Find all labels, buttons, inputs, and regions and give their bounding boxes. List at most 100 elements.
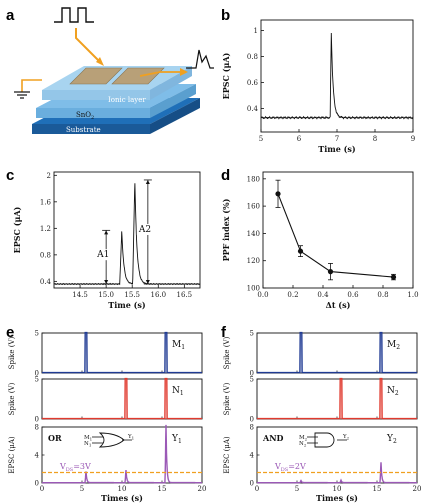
panel-a-device-diagram: a Ionic layer SnO2 Substrate bbox=[6, 7, 214, 134]
annotation-label-bg bbox=[95, 249, 112, 261]
x-tick-label: 0.0 bbox=[257, 291, 268, 299]
x-tick-label: 10 bbox=[333, 485, 342, 493]
signal-tag: N1 bbox=[172, 386, 184, 397]
y-tick-label: 5 bbox=[250, 330, 254, 338]
y-tick-label: 4 bbox=[250, 452, 255, 460]
y-axis-label: Spike (V) bbox=[8, 382, 16, 415]
substrate-side bbox=[32, 124, 150, 134]
ground-wire bbox=[21, 79, 42, 92]
gate-output-label: Y2 bbox=[342, 434, 350, 441]
y-axis-label: EPSC (μA) bbox=[8, 436, 16, 474]
ppf-point bbox=[327, 269, 334, 275]
panel-b-epsc-chart: b 5 6 7 8 9 0.4 0.6 0.8 1 Time (s) EPSC (μA) bbox=[221, 7, 415, 154]
gate-input-1-label: M1 bbox=[84, 435, 92, 442]
signal-trace bbox=[42, 424, 202, 484]
output-wire bbox=[139, 71, 180, 77]
plot-frame bbox=[260, 19, 414, 133]
panel-label-f: f bbox=[221, 324, 227, 341]
x-tick-label: 20 bbox=[413, 485, 422, 493]
annotation-label: A2 bbox=[138, 225, 151, 235]
signal-tag: M2 bbox=[387, 340, 400, 351]
y-tick-label: 160 bbox=[247, 203, 260, 211]
y-tick-label: 5 bbox=[250, 376, 254, 384]
x-tick-label: 0 bbox=[40, 485, 44, 493]
y-tick-label: 180 bbox=[247, 175, 260, 183]
x-tick-label: 15.5 bbox=[124, 291, 140, 299]
y-tick-label: 4 bbox=[35, 452, 40, 460]
panel-label-c: c bbox=[6, 167, 14, 184]
input-wire bbox=[75, 28, 101, 63]
y-tick-label: 8 bbox=[250, 424, 254, 432]
signal-trace bbox=[257, 331, 417, 374]
y-tick-label: 0.8 bbox=[40, 251, 51, 259]
x-axis-label: Time (s) bbox=[318, 144, 356, 154]
x-tick-label: 6 bbox=[297, 135, 302, 143]
output-epsc-waveform bbox=[186, 49, 214, 69]
annotation-label-bg bbox=[136, 223, 153, 235]
gate-output-label: Y1 bbox=[127, 434, 134, 441]
panel-label-e: e bbox=[6, 324, 14, 341]
panel-c-paired-pulse-chart: c 14.5 15.0 15.5 16.0 16.5 0.4 0.8 1.2 1.6 2 A1 A2 Ti… bbox=[6, 167, 201, 310]
annotation-arrowhead bbox=[104, 280, 109, 285]
output-wire-arrow bbox=[180, 68, 188, 76]
x-tick-label: 8 bbox=[373, 135, 377, 143]
input-pulse-waveform bbox=[54, 7, 94, 23]
x-tick-label: 20 bbox=[198, 485, 207, 493]
y-tick-label: 120 bbox=[247, 257, 260, 265]
or-gate-icon bbox=[92, 432, 132, 448]
sno2-label: SnO2 bbox=[76, 111, 94, 121]
panel-label-a: a bbox=[6, 7, 15, 24]
x-axis-label: Times (s) bbox=[316, 493, 358, 503]
signal-tag: Y1 bbox=[171, 434, 182, 445]
ppf-point bbox=[275, 191, 281, 197]
vds-label: VDS=3V bbox=[59, 462, 91, 473]
x-axis-label: Times (s) bbox=[101, 493, 143, 503]
annotation-arrowhead bbox=[145, 280, 150, 285]
x-tick-label: 15.0 bbox=[98, 291, 114, 299]
gate-type-label: OR bbox=[48, 433, 62, 443]
plot-frame bbox=[41, 378, 203, 420]
annotation-arrowhead bbox=[145, 179, 150, 184]
plot-frame bbox=[41, 426, 203, 484]
annotation-arrowhead bbox=[104, 230, 109, 235]
y-tick-label: 0 bbox=[35, 480, 39, 488]
y-tick-label: 0 bbox=[250, 480, 254, 488]
y-tick-label: 0.8 bbox=[247, 53, 258, 61]
y-tick-label: 0.4 bbox=[40, 278, 52, 286]
y-tick-label: 0.6 bbox=[247, 79, 259, 87]
y-tick-label: 0 bbox=[250, 416, 254, 424]
x-axis-label: Time (s) bbox=[108, 300, 146, 310]
x-tick-label: 10 bbox=[118, 485, 127, 493]
and-gate-icon bbox=[307, 432, 347, 448]
y-tick-label: 1 bbox=[254, 27, 258, 35]
electrode-right bbox=[111, 67, 165, 85]
x-tick-label: 9 bbox=[411, 135, 415, 143]
signal-tag: M1 bbox=[172, 340, 185, 351]
gate-input-2-label: N1 bbox=[84, 441, 91, 448]
y-tick-label: 100 bbox=[247, 285, 260, 293]
substrate-label: Substrate bbox=[66, 126, 101, 134]
signal-trace bbox=[42, 377, 202, 420]
y-axis-label: Spike (V) bbox=[223, 382, 231, 415]
paired-pulse-trace bbox=[53, 183, 201, 286]
x-tick-label: 0 bbox=[255, 485, 259, 493]
electrode-left bbox=[69, 67, 123, 85]
y-tick-label: 1.6 bbox=[40, 198, 52, 206]
x-tick-label: 5 bbox=[295, 485, 299, 493]
epsc-trace bbox=[260, 32, 414, 120]
plot-frame bbox=[256, 332, 418, 374]
gate-type-label: AND bbox=[262, 433, 284, 443]
y-axis-label: Spike (V) bbox=[223, 336, 231, 369]
substrate-side-right bbox=[150, 98, 200, 134]
x-tick-label: 0.6 bbox=[347, 291, 359, 299]
panel-label-b: b bbox=[221, 7, 230, 24]
y-axis-label: PPF index (%) bbox=[221, 198, 231, 261]
y-axis-label: Spike (V) bbox=[8, 336, 16, 369]
signal-trace bbox=[42, 331, 202, 374]
y-tick-label: 0 bbox=[35, 416, 39, 424]
panel-d-ppf-chart: d 0.0 0.2 0.4 0.6 0.8 1.0 100 120 140 160 180 Δt (s)… bbox=[221, 167, 419, 310]
vds-label: VDS=2V bbox=[274, 462, 306, 473]
y-tick-label: 1.2 bbox=[40, 225, 51, 233]
